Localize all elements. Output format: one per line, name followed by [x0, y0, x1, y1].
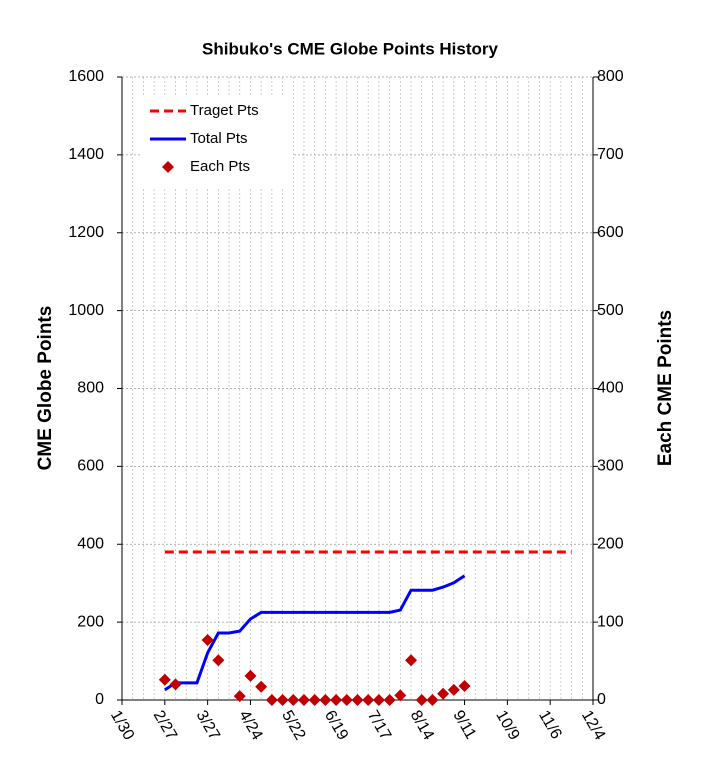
- x-tick-label: 3/27: [193, 708, 223, 744]
- point: [372, 694, 385, 706]
- legend-label: Each Pts: [190, 158, 250, 175]
- point: [415, 694, 428, 706]
- y2-tick-label: 0: [597, 691, 606, 708]
- x-tick-label: 4/24: [235, 708, 265, 744]
- y2-tick-label: 500: [597, 302, 624, 319]
- x-tick-label: 11/6: [535, 708, 565, 743]
- y2-tick-label: 400: [597, 380, 624, 397]
- point: [255, 680, 268, 693]
- y2-tick-label: 700: [597, 146, 624, 163]
- y-tick-label: 400: [77, 535, 104, 552]
- y2-tick-label: 100: [597, 613, 624, 630]
- y2-tick-label: 800: [597, 68, 624, 85]
- point: [212, 654, 225, 667]
- point: [265, 694, 278, 706]
- point: [437, 687, 450, 700]
- chart-title: Shibuko's CME Globe Points History: [202, 39, 498, 58]
- point: [405, 654, 418, 667]
- y-tick-label: 1000: [68, 302, 104, 319]
- y-tick-label: 1600: [68, 68, 104, 85]
- point: [362, 694, 375, 706]
- x-tick-label: 6/19: [321, 708, 351, 744]
- point: [287, 694, 300, 706]
- point: [169, 678, 182, 691]
- y-tick-label: 600: [77, 458, 104, 475]
- legend-label: Total Pts: [190, 130, 248, 147]
- point: [308, 694, 321, 706]
- point: [447, 683, 460, 696]
- x-tick-label: 1/30: [107, 708, 137, 744]
- point: [383, 694, 396, 706]
- point: [297, 694, 310, 706]
- x-tick-label: 10/9: [492, 708, 522, 744]
- x-tick-label: 8/14: [407, 708, 437, 744]
- point: [351, 694, 364, 706]
- point: [244, 669, 257, 682]
- x-tick-label: 7/17: [364, 708, 394, 744]
- point: [426, 694, 439, 706]
- y2-axis-title: Each CME Points: [655, 310, 676, 466]
- y2-tick-label: 600: [597, 224, 624, 241]
- y-tick-label: 1400: [68, 146, 104, 163]
- point: [276, 694, 289, 706]
- point: [394, 689, 407, 702]
- y-axis-title: CME Globe Points: [35, 306, 56, 471]
- line: [163, 574, 466, 692]
- x-tick-label: 2/27: [150, 708, 180, 744]
- y2-tick-label: 300: [597, 458, 624, 475]
- point: [340, 694, 353, 706]
- point: [158, 673, 171, 686]
- point: [330, 694, 343, 706]
- x-tick-label: 12/4: [578, 708, 608, 744]
- legend-label: Traget Pts: [190, 102, 259, 119]
- y-tick-label: 0: [95, 691, 104, 708]
- legend-marker: [162, 161, 174, 173]
- y-tick-label: 1200: [68, 224, 104, 241]
- x-tick-label: 9/11: [449, 708, 479, 743]
- point: [458, 679, 471, 692]
- y-tick-label: 800: [77, 380, 104, 397]
- point: [319, 694, 332, 706]
- point: [233, 690, 246, 703]
- y2-tick-label: 200: [597, 535, 624, 552]
- y-tick-label: 200: [77, 613, 104, 630]
- x-tick-label: 5/22: [278, 708, 308, 744]
- point: [201, 634, 214, 647]
